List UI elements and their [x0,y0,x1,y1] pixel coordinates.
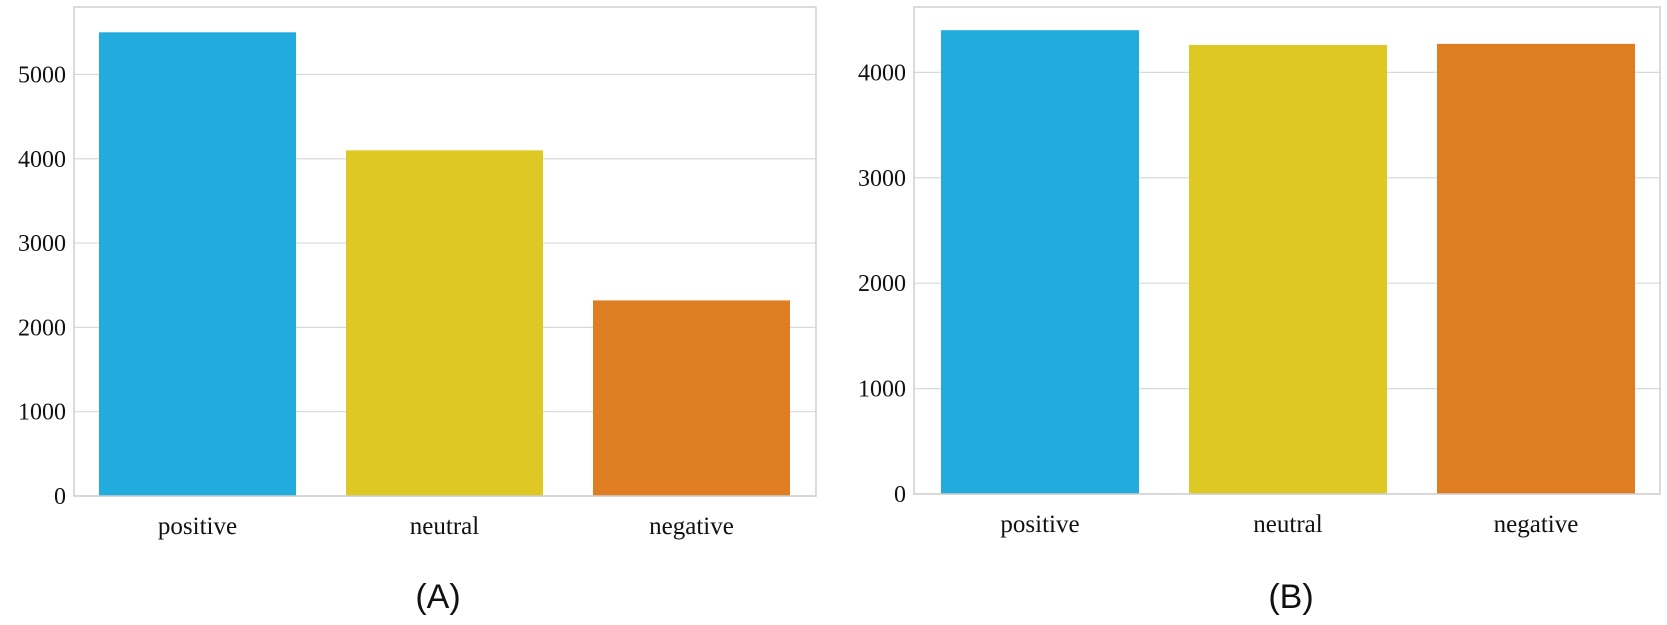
panel-caption: (A) [415,578,460,616]
plot-frame [913,6,1661,495]
x-category-label: negative [1494,511,1579,538]
panel-caption: (B) [1268,578,1313,616]
chart-panel-b: 0 1000 2000 3000 4000 positive neutral negative… [858,6,1661,616]
y-tick-label: 2000 [858,271,906,297]
y-tick-label: 5000 [18,62,66,88]
x-category-label: positive [158,513,237,540]
y-tick-label: 1000 [858,377,906,403]
y-tick-label: 4000 [18,147,66,173]
y-tick-label: 4000 [858,60,906,86]
x-category-label: neutral [410,513,479,540]
bar-negative [1437,43,1635,494]
x-category-label: negative [649,513,734,540]
x-category-label: positive [1000,511,1079,538]
x-category-label: neutral [1253,511,1322,538]
plot-frame [73,6,817,497]
y-tick-label: 2000 [18,315,66,341]
y-tick-label: 3000 [858,166,906,192]
bar-positive [941,30,1139,494]
bar-positive [99,32,296,497]
y-tick-label: 1000 [18,400,66,426]
bar-neutral [1189,44,1387,494]
bar-neutral [346,150,543,497]
y-tick-label: 0 [894,482,906,508]
y-tick-label: 0 [54,484,66,510]
y-tick-label: 3000 [18,231,66,257]
chart-panel-a: 0 1000 2000 3000 4000 5000 positive neutral nega… [18,6,817,616]
bar-negative [593,300,790,496]
